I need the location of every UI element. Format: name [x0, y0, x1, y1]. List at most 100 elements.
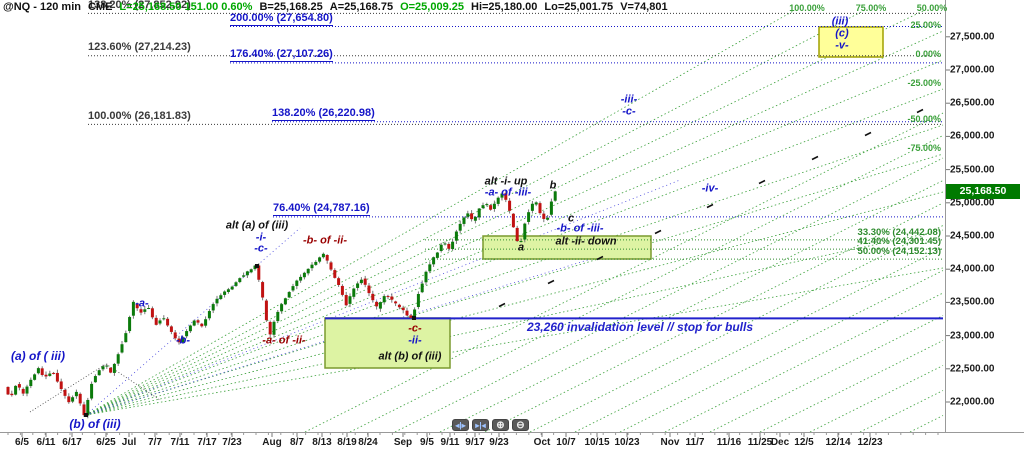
wave-label: -c- [408, 322, 422, 335]
fan-line [349, 135, 944, 433]
time-axis-label: 10/15 [584, 437, 610, 448]
wave-label: -b- [175, 334, 191, 347]
candle-body [93, 376, 97, 383]
projection-dash [654, 229, 662, 235]
chart-toolbar: ◂|▸ ▸|◂ ⊕ ⊖ [452, 419, 529, 431]
price-axis-label: 23,500.00 [950, 296, 995, 308]
candle-body [302, 272, 306, 278]
candle-body [52, 372, 56, 374]
candle-body [504, 193, 508, 200]
wave-label: -ii- [408, 334, 422, 347]
candle-body [211, 304, 215, 311]
candle-body [90, 383, 94, 399]
fan-line [709, 315, 944, 433]
candle-body [515, 227, 519, 242]
candle-body [473, 216, 477, 221]
decrease-bar-spacing-button[interactable]: ▸|◂ [472, 419, 489, 431]
candle-body [55, 372, 59, 382]
wave-label: -a- [135, 297, 149, 310]
candle-body [6, 386, 10, 395]
fan-line [85, 59, 944, 416]
candle-body [139, 309, 143, 313]
fan-line [859, 390, 944, 433]
candle-body [500, 193, 504, 198]
candle-body [14, 385, 18, 395]
candle-body [530, 203, 534, 211]
symbol-title: @NQ - 120 min [3, 1, 81, 13]
increase-bar-spacing-button[interactable]: ◂|▸ [452, 419, 469, 431]
candle-body [375, 301, 379, 307]
wave-label: (iii) [831, 15, 849, 28]
fan-line [759, 340, 944, 433]
candle-body [318, 257, 322, 262]
wave-label: -a- of -ii- [262, 334, 306, 347]
time-axis-label: Dec [770, 437, 790, 448]
price-axis-label: 26,500.00 [950, 97, 995, 109]
candle-body [173, 332, 177, 339]
candle-body [394, 301, 398, 304]
candle-body [549, 201, 553, 215]
candle-body [451, 241, 455, 250]
fan-line [85, 267, 944, 416]
fan-line [529, 225, 944, 433]
candle-body [508, 200, 512, 211]
candle-body [534, 202, 538, 205]
fan-line [85, 88, 944, 416]
candle-body [162, 318, 166, 320]
candle-body [10, 393, 14, 396]
candle-body [553, 191, 557, 201]
candle-body [386, 296, 390, 298]
candle-body [314, 261, 318, 265]
pivot-marker [255, 264, 259, 268]
fib-label: 200.00% (27,654.80) [230, 12, 333, 27]
candle-body [264, 300, 268, 321]
fan-line [619, 270, 944, 433]
time-axis-label: 7/11 [170, 437, 190, 448]
quote-field: V=74,801 [620, 1, 668, 13]
candle-body [120, 344, 124, 353]
wave-label: alt (a) of (iii) [225, 219, 289, 232]
candle-body [481, 205, 485, 209]
fan-percent-label: 25.00% [910, 19, 941, 30]
time-axis-label: 8/13 [312, 437, 332, 448]
candle-body [413, 309, 417, 318]
price-axis-label: 25,500.00 [950, 164, 995, 176]
candle-body [25, 386, 29, 394]
wave-label: -c- [254, 242, 268, 255]
candle-body [454, 231, 458, 241]
candle-body [397, 304, 401, 308]
projection-dash [864, 131, 872, 137]
zoom-out-button[interactable]: ⊖ [512, 419, 529, 431]
candle-body [340, 285, 344, 295]
time-axis-label: 6/11 [36, 437, 56, 448]
candle-body [390, 296, 394, 300]
pivot-marker [84, 413, 88, 417]
quote-field: O=25,009.25 [400, 1, 464, 13]
candle-body [192, 320, 196, 326]
zoom-in-button[interactable]: ⊕ [492, 419, 509, 431]
time-axis-label: Nov [660, 437, 680, 448]
quote-field: L=25,168.50 151.00 0.60% [119, 1, 253, 13]
candle-body [245, 271, 249, 276]
fan-line [85, 9, 926, 416]
chart-header: @NQ - 120 min CME L=25,168.50 151.00 0.60%… [3, 1, 682, 13]
price-axis-label: 24,000.00 [950, 263, 995, 275]
candle-body [435, 252, 439, 258]
quote-fields: L=25,168.50 151.00 0.60% B=25,168.25 A=25,… [119, 1, 674, 13]
fib-label: 138.20% (27,852.92) [88, 0, 191, 11]
projection-dash [916, 108, 924, 114]
candle-body [223, 291, 227, 295]
candle-body [371, 293, 375, 301]
candle-body [48, 373, 52, 376]
scenario-box [818, 26, 884, 58]
candle-body [306, 268, 310, 274]
time-axis-label: 6/25 [96, 437, 116, 448]
candle-body [348, 296, 352, 304]
price-axis-label: 27,000.00 [950, 64, 995, 76]
time-axis-label: 7/7 [148, 437, 162, 448]
candle-body [424, 271, 428, 283]
last-price-value: 25,168.50 [959, 185, 1007, 198]
candle-body [447, 243, 451, 249]
fan-line [304, 112, 944, 433]
